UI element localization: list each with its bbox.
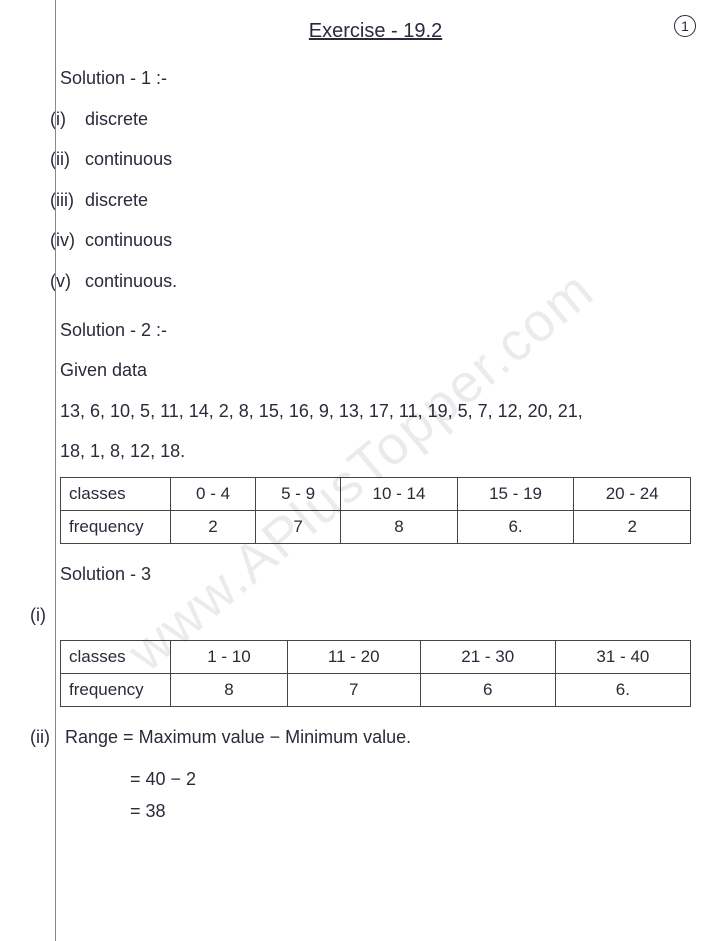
data-values-line-1: 13, 6, 10, 5, 11, 14, 2, 8, 15, 16, 9, 1… bbox=[60, 396, 691, 427]
freq-cell: 2 bbox=[574, 510, 691, 543]
table-row: frequency 2 7 8 6. 2 bbox=[61, 510, 691, 543]
class-cell: 15 - 19 bbox=[457, 477, 574, 510]
class-cell: 21 - 30 bbox=[420, 641, 555, 674]
part-i-row: (i) bbox=[60, 600, 691, 631]
solution-3-heading: Solution - 3 bbox=[60, 559, 691, 590]
part-ii-row: (ii) Range = Maximum value − Minimum val… bbox=[60, 722, 691, 753]
given-data-label: Given data bbox=[60, 355, 691, 386]
table-row: classes 1 - 10 11 - 20 21 - 30 31 - 40 bbox=[61, 641, 691, 674]
class-cell: 31 - 40 bbox=[555, 641, 690, 674]
page-number: 1 bbox=[674, 15, 696, 37]
list-item: (ii) continuous bbox=[60, 144, 691, 175]
table-row: classes 0 - 4 5 - 9 10 - 14 15 - 19 20 -… bbox=[61, 477, 691, 510]
answer-text: discrete bbox=[85, 109, 148, 129]
range-formula: Range = Maximum value − Minimum value. bbox=[65, 727, 411, 747]
classes-label: classes bbox=[61, 477, 171, 510]
frequency-label: frequency bbox=[61, 674, 171, 707]
solution-1-heading: Solution - 1 :- bbox=[60, 63, 691, 94]
data-values-line-2: 18, 1, 8, 12, 18. bbox=[60, 436, 691, 467]
class-cell: 5 - 9 bbox=[256, 477, 341, 510]
list-item: (v) continuous. bbox=[60, 266, 691, 297]
calc-line: = 38 bbox=[130, 795, 691, 827]
class-cell: 11 - 20 bbox=[287, 641, 420, 674]
left-margin-rule bbox=[55, 0, 56, 941]
classes-label: classes bbox=[61, 641, 171, 674]
list-item: (iv) continuous bbox=[60, 225, 691, 256]
solution-2-heading: Solution - 2 :- bbox=[60, 315, 691, 346]
table-row: frequency 8 7 6 6. bbox=[61, 674, 691, 707]
list-item: (iii) discrete bbox=[60, 185, 691, 216]
class-cell: 10 - 14 bbox=[341, 477, 458, 510]
frequency-table-1: classes 0 - 4 5 - 9 10 - 14 15 - 19 20 -… bbox=[60, 477, 691, 544]
class-cell: 20 - 24 bbox=[574, 477, 691, 510]
answer-text: continuous. bbox=[85, 271, 177, 291]
freq-cell: 8 bbox=[341, 510, 458, 543]
exercise-title: Exercise - 19.2 bbox=[60, 20, 691, 43]
freq-cell: 7 bbox=[287, 674, 420, 707]
calc-line: = 40 − 2 bbox=[130, 763, 691, 795]
frequency-label: frequency bbox=[61, 510, 171, 543]
freq-cell: 7 bbox=[256, 510, 341, 543]
class-cell: 0 - 4 bbox=[171, 477, 256, 510]
frequency-table-2: classes 1 - 10 11 - 20 21 - 30 31 - 40 f… bbox=[60, 640, 691, 707]
answer-text: continuous bbox=[85, 230, 172, 250]
freq-cell: 6 bbox=[420, 674, 555, 707]
freq-cell: 6. bbox=[555, 674, 690, 707]
answer-text: continuous bbox=[85, 149, 172, 169]
answer-text: discrete bbox=[85, 190, 148, 210]
list-item: (i) discrete bbox=[60, 104, 691, 135]
freq-cell: 8 bbox=[171, 674, 288, 707]
freq-cell: 2 bbox=[171, 510, 256, 543]
freq-cell: 6. bbox=[457, 510, 574, 543]
class-cell: 1 - 10 bbox=[171, 641, 288, 674]
